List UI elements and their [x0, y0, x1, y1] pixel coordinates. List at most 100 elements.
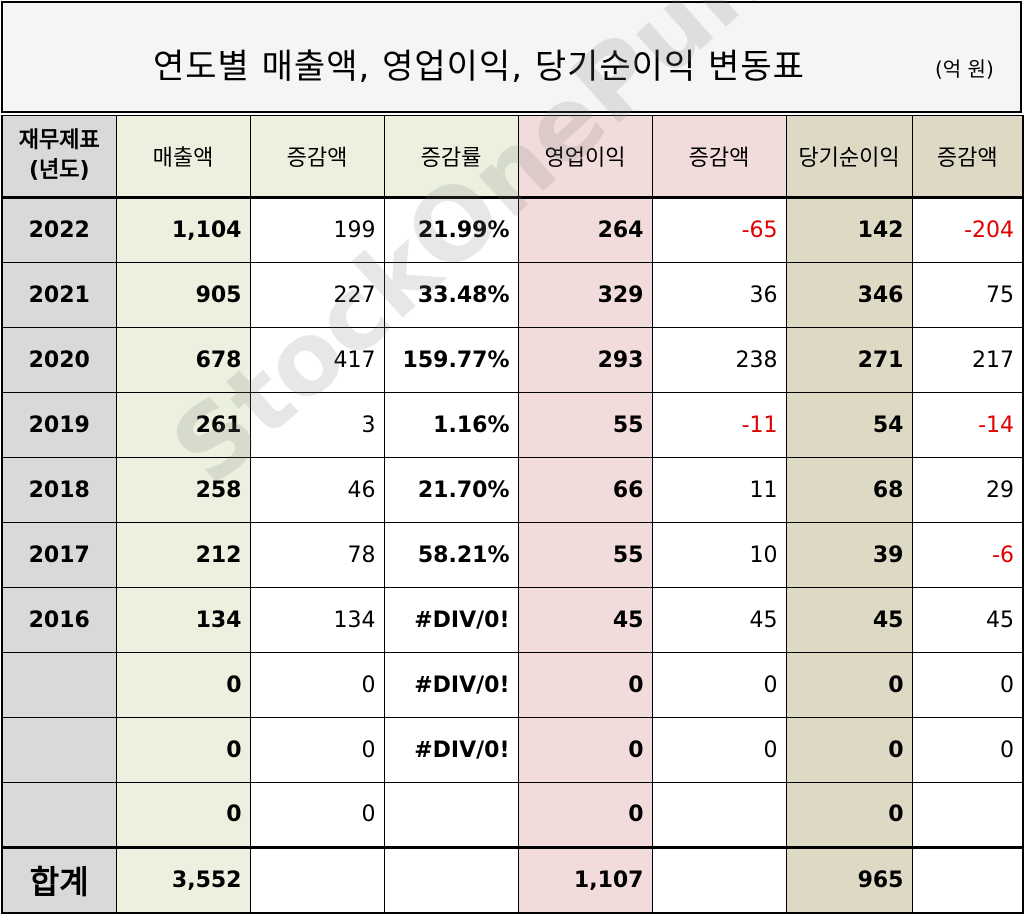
- header-op-income: 영업이익: [517, 115, 653, 199]
- unit-label: (억 원): [935, 57, 994, 81]
- table-row: 2019 261 3 1.16% 55 -11 54 -14: [1, 392, 1024, 458]
- cell-revenue-rate: 58.21%: [383, 522, 519, 588]
- total-revenue: 3,552: [115, 846, 251, 914]
- header-op-change: 증감액: [651, 115, 787, 199]
- cell-revenue-change: 417: [249, 327, 385, 393]
- cell-year: 2019: [1, 392, 117, 458]
- cell-op-income: 55: [517, 392, 653, 458]
- total-empty-4: [911, 846, 1024, 914]
- header-net-income: 당기순이익: [785, 115, 913, 199]
- total-net-income: 965: [785, 846, 913, 914]
- header-year-line1: 재무제표: [18, 128, 100, 154]
- header-revenue-rate: 증감률: [383, 115, 519, 199]
- cell-revenue: 258: [115, 457, 251, 523]
- cell-revenue-change: 46: [249, 457, 385, 523]
- cell-net-change: 45: [911, 587, 1024, 653]
- cell-op-change: 0: [651, 717, 787, 783]
- cell-op-income: 45: [517, 587, 653, 653]
- cell-net-change: 75: [911, 262, 1024, 328]
- table-row: 2022 1,104 199 21.99% 264 -65 142 -204: [1, 197, 1024, 263]
- cell-op-change: -65: [651, 197, 787, 263]
- cell-revenue-rate: #DIV/0!: [383, 652, 519, 718]
- table-row: 2021 905 227 33.48% 329 36 346 75: [1, 262, 1024, 328]
- title-box: 연도별 매출액, 영업이익, 당기순이익 변동표 (억 원): [1, 1, 1022, 113]
- cell-year: 2021: [1, 262, 117, 328]
- table-row: 2018 258 46 21.70% 66 11 68 29: [1, 457, 1024, 523]
- cell-revenue: 905: [115, 262, 251, 328]
- header-year: 재무제표 (년도): [1, 115, 117, 199]
- cell-revenue-change: 3: [249, 392, 385, 458]
- cell-revenue: 0: [115, 652, 251, 718]
- header-revenue-change: 증감액: [249, 115, 385, 199]
- cell-revenue-rate: #DIV/0!: [383, 587, 519, 653]
- cell-net-income: 142: [785, 197, 913, 263]
- cell-net-income: 68: [785, 457, 913, 523]
- cell-revenue: 0: [115, 717, 251, 783]
- cell-revenue-change: 134: [249, 587, 385, 653]
- total-row: 합계 3,552 1,107 965: [1, 846, 1024, 914]
- cell-op-income: 0: [517, 782, 653, 848]
- cell-op-change: 36: [651, 262, 787, 328]
- cell-revenue-change: 78: [249, 522, 385, 588]
- table-row: 2020 678 417 159.77% 293 238 271 217: [1, 327, 1024, 393]
- cell-year: 2022: [1, 197, 117, 263]
- cell-revenue: 212: [115, 522, 251, 588]
- cell-op-income: 0: [517, 652, 653, 718]
- cell-revenue-rate: 21.70%: [383, 457, 519, 523]
- cell-op-change: [651, 782, 787, 848]
- cell-revenue-change: 199: [249, 197, 385, 263]
- cell-op-change: 0: [651, 652, 787, 718]
- cell-net-change: -6: [911, 522, 1024, 588]
- cell-op-income: 264: [517, 197, 653, 263]
- cell-year: 2020: [1, 327, 117, 393]
- cell-revenue-change: 0: [249, 717, 385, 783]
- page-title: 연도별 매출액, 영업이익, 당기순이익 변동표: [153, 47, 805, 87]
- cell-op-change: 11: [651, 457, 787, 523]
- cell-year: 2016: [1, 587, 117, 653]
- cell-revenue-rate: 33.48%: [383, 262, 519, 328]
- financial-table: 재무제표 (년도) 매출액 증감액 증감률 영업이익 증감액 당기순이익 증감액…: [1, 115, 1024, 914]
- cell-op-change: 238: [651, 327, 787, 393]
- cell-revenue-rate: 1.16%: [383, 392, 519, 458]
- cell-revenue-rate: 159.77%: [383, 327, 519, 393]
- cell-net-income: 39: [785, 522, 913, 588]
- cell-op-income: 0: [517, 717, 653, 783]
- cell-op-change: 45: [651, 587, 787, 653]
- header-revenue: 매출액: [115, 115, 251, 199]
- cell-net-income: 54: [785, 392, 913, 458]
- cell-op-change: 10: [651, 522, 787, 588]
- cell-net-income: 0: [785, 717, 913, 783]
- total-empty-1: [249, 846, 385, 914]
- cell-year: [1, 782, 117, 848]
- cell-net-change: 29: [911, 457, 1024, 523]
- cell-revenue: 678: [115, 327, 251, 393]
- cell-net-change: 0: [911, 652, 1024, 718]
- cell-op-income: 66: [517, 457, 653, 523]
- header-row: 재무제표 (년도) 매출액 증감액 증감률 영업이익 증감액 당기순이익 증감액: [1, 115, 1024, 199]
- cell-op-income: 55: [517, 522, 653, 588]
- cell-year: 2017: [1, 522, 117, 588]
- cell-net-income: 45: [785, 587, 913, 653]
- cell-op-income: 329: [517, 262, 653, 328]
- total-label: 합계: [1, 846, 117, 914]
- table-row: 0 0 #DIV/0! 0 0 0 0: [1, 652, 1024, 718]
- cell-revenue-rate: [383, 782, 519, 848]
- cell-revenue: 0: [115, 782, 251, 848]
- cell-revenue-change: 227: [249, 262, 385, 328]
- header-year-line2: (년도): [28, 158, 90, 183]
- cell-net-income: 346: [785, 262, 913, 328]
- cell-year: [1, 652, 117, 718]
- total-op-income: 1,107: [517, 846, 653, 914]
- table-body: 2022 1,104 199 21.99% 264 -65 142 -204 2021 905 22…: [1, 197, 1024, 848]
- total-empty-2: [383, 846, 519, 914]
- cell-net-income: 271: [785, 327, 913, 393]
- cell-revenue: 1,104: [115, 197, 251, 263]
- cell-revenue-change: 0: [249, 652, 385, 718]
- cell-net-change: 0: [911, 717, 1024, 783]
- table-row: 2017 212 78 58.21% 55 10 39 -6: [1, 522, 1024, 588]
- cell-net-income: 0: [785, 652, 913, 718]
- cell-revenue: 134: [115, 587, 251, 653]
- cell-net-income: 0: [785, 782, 913, 848]
